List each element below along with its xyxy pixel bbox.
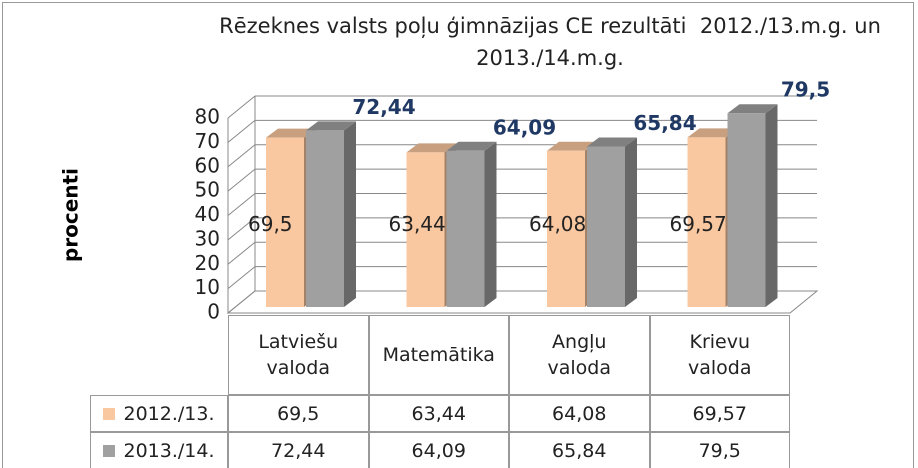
category-cell: Angļu valoda <box>509 315 650 395</box>
y-tick-label: 40 <box>195 202 220 226</box>
bar <box>727 113 766 307</box>
grid-line <box>227 290 256 314</box>
data-label: 64,09 <box>493 115 556 139</box>
legend-cell: 2012./13. <box>90 395 228 432</box>
grid-line <box>227 144 256 168</box>
bar-top <box>547 141 597 151</box>
legend-key <box>103 444 116 457</box>
y-tick-label: 0 <box>207 300 220 324</box>
grid-line <box>227 241 256 265</box>
table-value: 65,84 <box>509 432 650 468</box>
category-cell: Krievu valoda <box>649 315 790 395</box>
table-value: 63,44 <box>368 395 509 432</box>
y-tick-label: 80 <box>195 105 220 129</box>
table-value: 69,57 <box>649 395 790 432</box>
y-axis-label: procenti <box>59 168 83 262</box>
bar-top <box>306 121 356 131</box>
bar-top <box>587 137 637 147</box>
legend-cell: 2013./14. <box>90 432 228 468</box>
bar <box>547 150 585 307</box>
bar-top <box>446 141 497 151</box>
y-tick-label: 70 <box>195 129 220 153</box>
y-tick-label: 20 <box>195 251 220 275</box>
bar-side <box>484 141 497 307</box>
bar <box>687 137 726 307</box>
bar-side <box>625 137 637 307</box>
chart-title: Rēzeknes valsts poļu ģimnāzijas CE rezul… <box>219 14 888 70</box>
y-tick-label: 50 <box>195 178 220 202</box>
data-label: 63,44 <box>389 212 446 236</box>
grid-line <box>227 193 256 216</box>
legend-label: 2013./14. <box>123 439 215 462</box>
y-tick-label: 60 <box>195 153 220 177</box>
bar-side <box>765 104 778 307</box>
table-value: 79,5 <box>649 432 790 468</box>
table-value: 64,08 <box>509 395 650 432</box>
table-value: 72,44 <box>228 432 369 468</box>
category-cell: Matemātika <box>368 315 509 395</box>
y-tick-label: 30 <box>195 226 220 250</box>
bar <box>587 146 625 307</box>
legend-label: 2012./13. <box>123 402 215 425</box>
bar-top <box>687 128 738 138</box>
bar-top <box>406 143 457 153</box>
grid-line <box>227 266 256 290</box>
bar <box>266 137 304 307</box>
grid-line <box>227 95 256 119</box>
grid-line <box>227 168 256 192</box>
bar <box>306 130 344 307</box>
table-value: 64,09 <box>368 432 509 468</box>
bar-side <box>344 121 356 308</box>
y-tick-label: 10 <box>195 275 220 299</box>
bar <box>446 150 485 307</box>
data-label: 69,5 <box>248 212 293 236</box>
data-label: 79,5 <box>781 78 830 102</box>
bar <box>406 152 445 307</box>
data-label: 69,57 <box>670 212 727 236</box>
legend-key <box>103 407 116 420</box>
data-label: 72,44 <box>352 95 415 119</box>
data-label: 64,08 <box>529 212 586 236</box>
grid-line <box>227 217 256 241</box>
bar-top <box>727 104 778 114</box>
table-value: 69,5 <box>228 395 369 432</box>
bar-top <box>266 128 316 138</box>
grid-line <box>227 119 256 143</box>
category-cell: Latviešu valoda <box>228 315 369 395</box>
data-label: 65,84 <box>633 111 696 135</box>
